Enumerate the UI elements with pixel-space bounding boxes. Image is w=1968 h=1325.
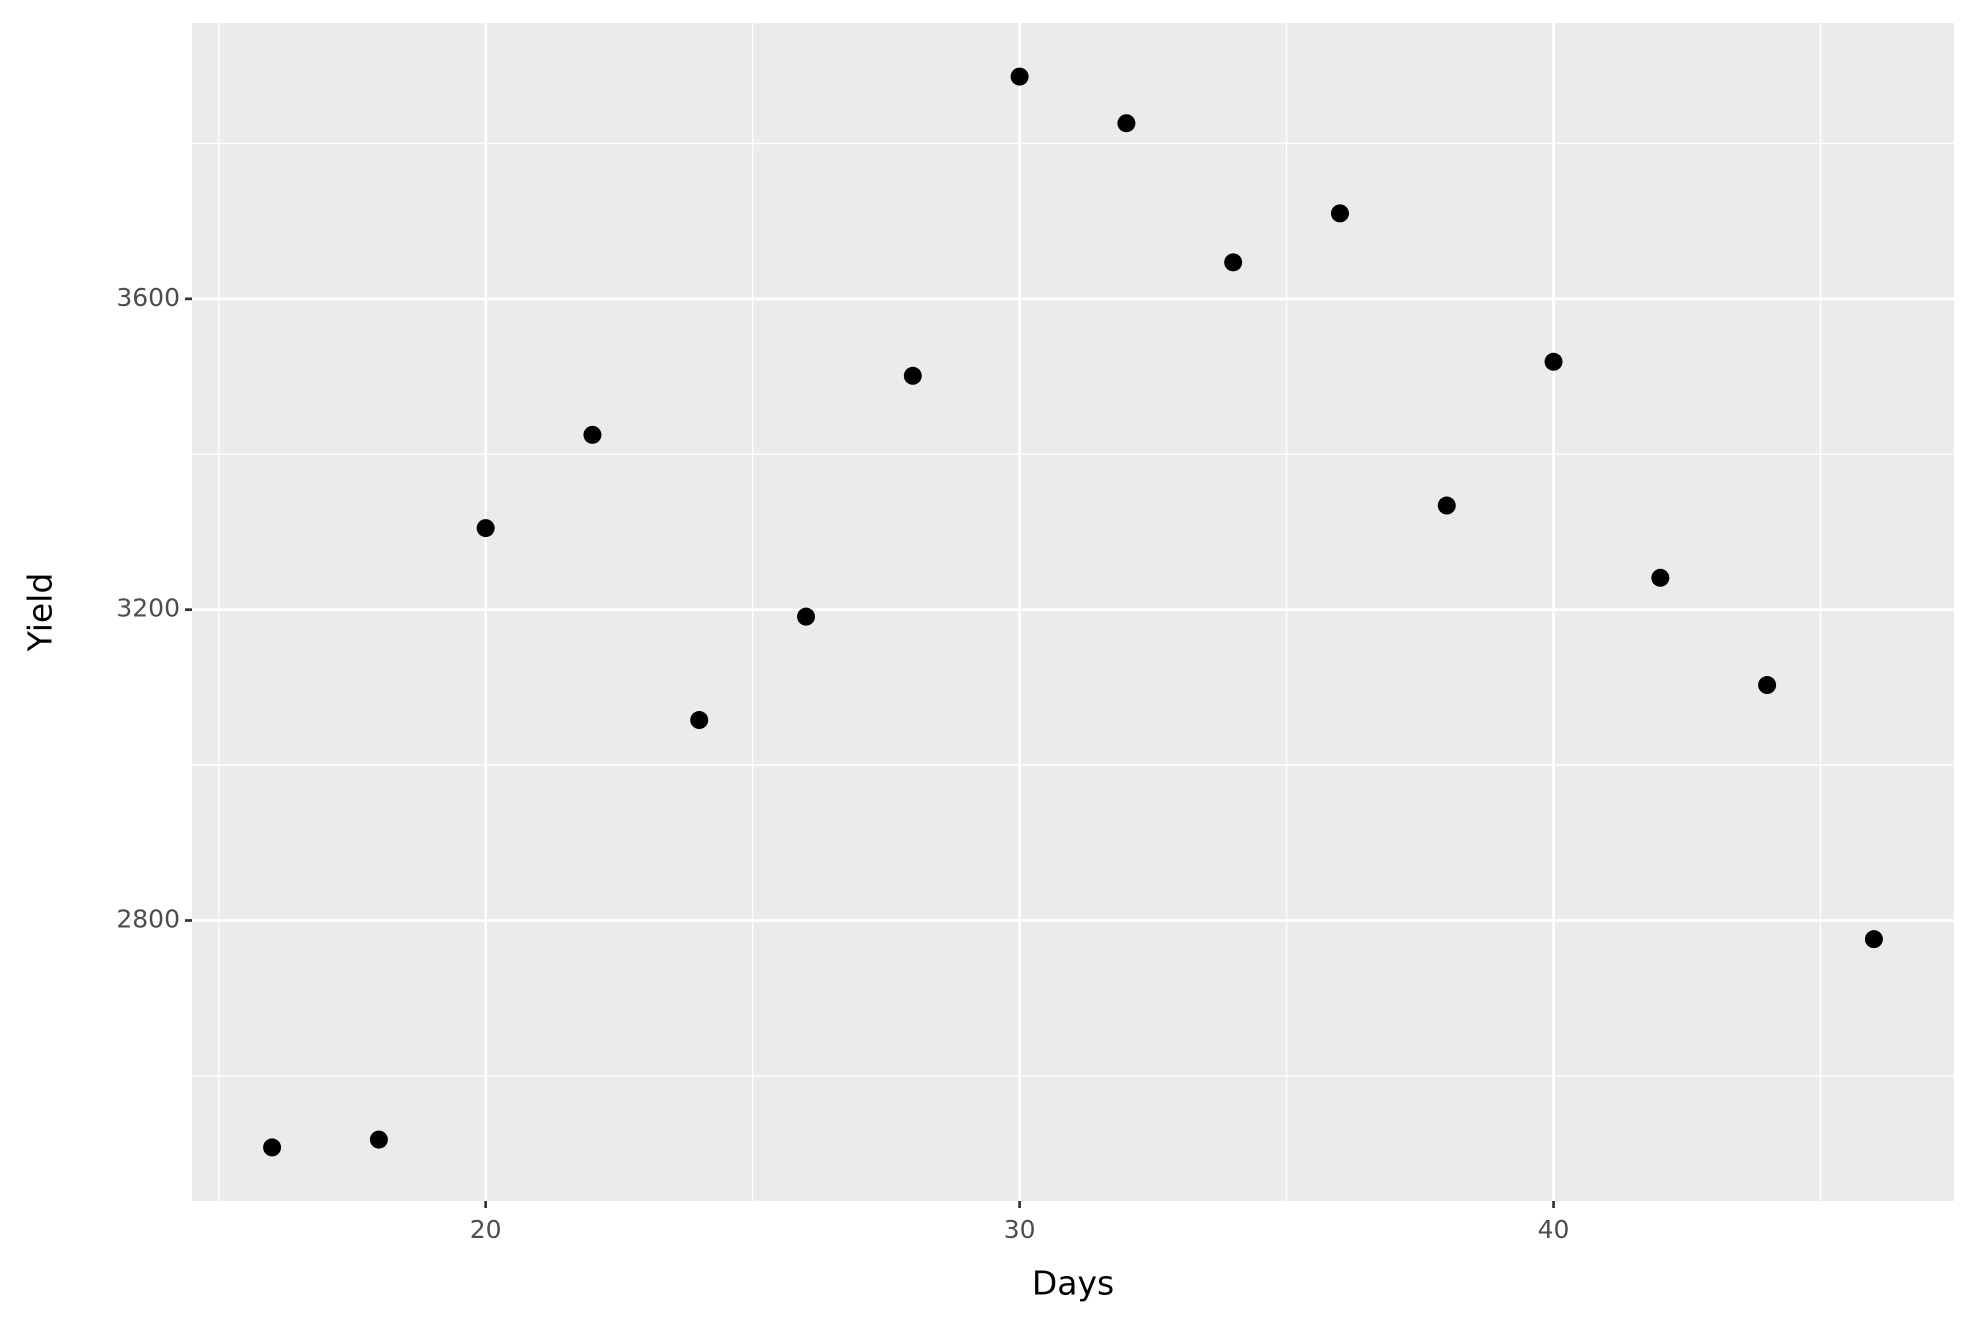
point	[1651, 568, 1670, 587]
point	[690, 711, 709, 730]
point	[583, 425, 602, 444]
x-tick-label: 20	[470, 1215, 502, 1244]
point	[1010, 67, 1029, 86]
point	[797, 607, 816, 626]
point	[263, 1138, 282, 1157]
x-axis-title: Days	[1032, 1264, 1114, 1303]
point	[903, 366, 922, 385]
x-tick-label: 30	[1004, 1215, 1036, 1244]
point	[1864, 930, 1883, 949]
point	[1330, 204, 1349, 223]
point	[476, 519, 495, 538]
y-tick-label: 2800	[116, 904, 180, 933]
point	[1544, 352, 1563, 371]
point	[1224, 253, 1243, 272]
x-tick-label: 40	[1538, 1215, 1570, 1244]
plot-panel	[192, 23, 1954, 1201]
y-tick-label: 3200	[116, 594, 180, 623]
point	[369, 1130, 388, 1149]
y-axis-title: Yield	[21, 573, 60, 653]
y-tick-label: 3600	[116, 283, 180, 312]
point	[1758, 676, 1777, 695]
point	[1117, 114, 1136, 133]
point	[1437, 496, 1456, 515]
